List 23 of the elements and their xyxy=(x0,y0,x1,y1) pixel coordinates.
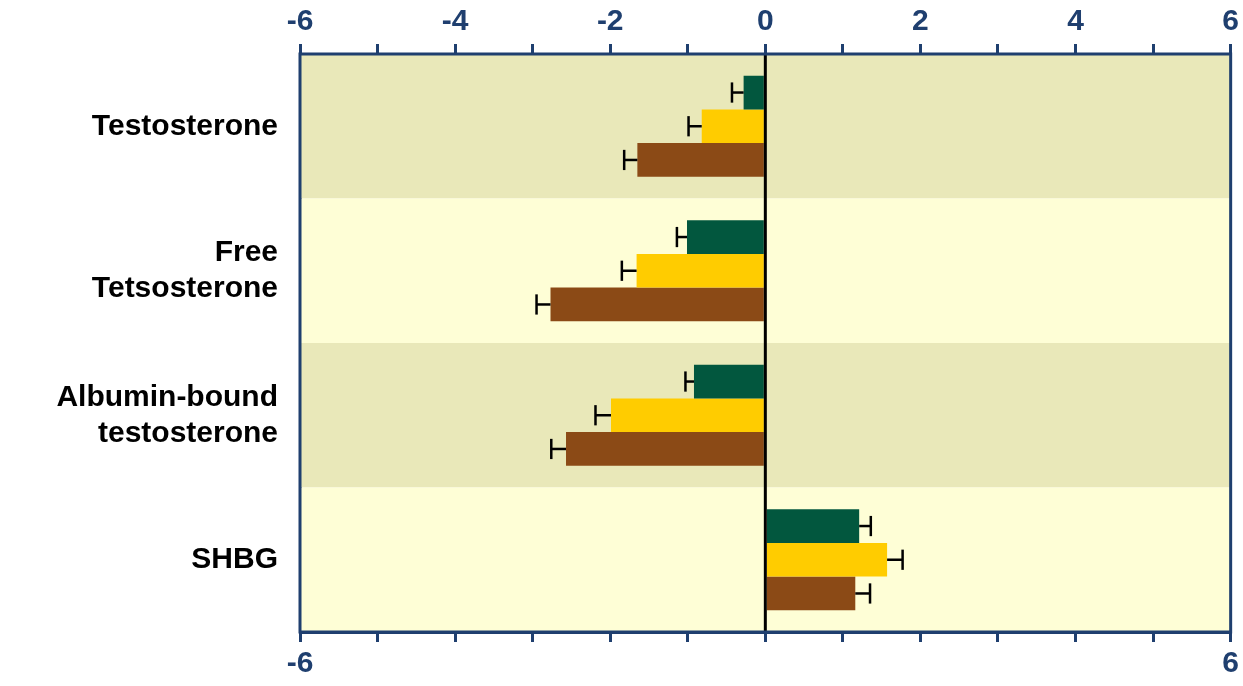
bar xyxy=(701,109,764,144)
x2-tick-label: 2 xyxy=(912,3,929,37)
y-tick-label: SHBG xyxy=(191,541,278,575)
x2-tick-label: 6 xyxy=(1222,3,1239,37)
bar xyxy=(766,542,888,577)
bar xyxy=(611,398,764,433)
bar xyxy=(687,220,764,254)
bar xyxy=(637,143,764,177)
x2-tick-label: -4 xyxy=(441,3,469,37)
bar xyxy=(766,576,856,611)
y-tick-label: Albumin-bound testosterone xyxy=(56,378,278,448)
bar xyxy=(766,509,860,543)
y-tick-label: Free Tetsosterone xyxy=(91,234,278,304)
bar xyxy=(743,75,764,110)
bar xyxy=(550,287,764,322)
bar xyxy=(693,364,764,399)
x2-tick-label: -6 xyxy=(286,3,314,37)
x2-tick-label: 0 xyxy=(756,3,774,37)
bar xyxy=(636,253,764,288)
bar xyxy=(566,432,764,466)
y-tick-label: Testosterone xyxy=(91,107,278,141)
x2-tick-label: -2 xyxy=(596,3,624,37)
x2-tick-label: 4 xyxy=(1067,3,1085,37)
